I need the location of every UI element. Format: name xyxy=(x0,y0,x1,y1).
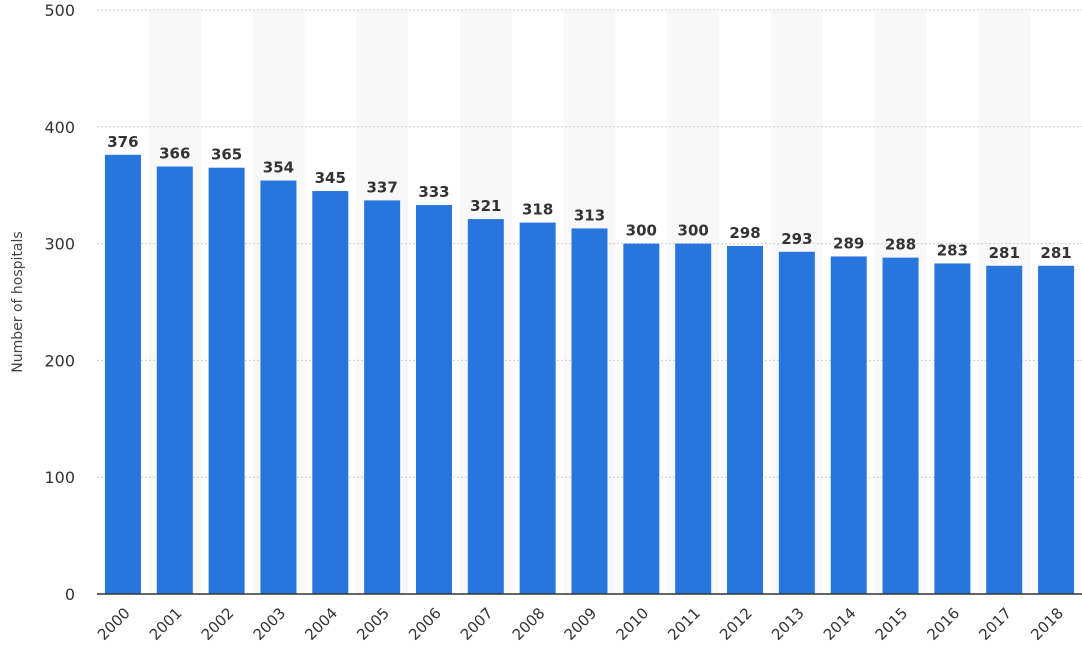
x-axis-ticks: 2000 2001 2002 2003 2004 2005 2006 2007 2008 2009… xyxy=(94,604,1067,644)
bar-2003[interactable] xyxy=(260,180,297,594)
data-label-2017: 281 xyxy=(989,244,1020,262)
x-tick-label-2011: 2011 xyxy=(664,604,704,644)
bar-2010[interactable] xyxy=(623,243,660,594)
y-tick-label-0: 0 xyxy=(65,585,75,604)
bar-2008[interactable] xyxy=(519,222,556,595)
bar-2014[interactable] xyxy=(830,256,867,594)
bar-2001[interactable] xyxy=(156,166,193,594)
x-tick-label-2003: 2003 xyxy=(250,604,290,644)
bar-2013[interactable] xyxy=(778,251,815,594)
x-tick-label-2000: 2000 xyxy=(94,604,134,644)
data-label-2013: 293 xyxy=(781,230,812,248)
x-tick-label-2018: 2018 xyxy=(1027,604,1067,644)
x-tick-label-2010: 2010 xyxy=(612,604,652,644)
data-label-2018: 281 xyxy=(1040,244,1071,262)
data-label-2015: 288 xyxy=(885,236,916,254)
x-tick-label-2012: 2012 xyxy=(716,604,756,644)
data-label-2002: 365 xyxy=(211,146,242,164)
x-tick-label-2017: 2017 xyxy=(975,604,1015,644)
x-tick-label-2014: 2014 xyxy=(820,604,860,644)
data-label-2000: 376 xyxy=(107,133,138,151)
x-tick-label-2015: 2015 xyxy=(872,604,912,644)
data-label-2005: 337 xyxy=(366,178,397,196)
bar-2002[interactable] xyxy=(208,167,245,594)
x-tick-label-2005: 2005 xyxy=(353,604,393,644)
data-label-2009: 313 xyxy=(574,206,605,224)
bar-2016[interactable] xyxy=(934,263,971,594)
bar-2018[interactable] xyxy=(1038,265,1075,594)
y-tick-label-500: 500 xyxy=(44,1,75,20)
data-label-2010: 300 xyxy=(626,222,657,240)
x-tick-label-2016: 2016 xyxy=(923,604,963,644)
x-tick-label-2009: 2009 xyxy=(561,604,601,644)
data-labels: 376 366 365 354 345 337 333 321 318 313 300 300 298 2… xyxy=(107,133,1071,262)
x-tick-label-2002: 2002 xyxy=(198,604,238,644)
y-tick-label-300: 300 xyxy=(44,235,75,254)
bar-2000[interactable] xyxy=(104,154,141,594)
bars xyxy=(104,154,1075,595)
bar-2012[interactable] xyxy=(727,245,764,594)
data-label-2008: 318 xyxy=(522,201,553,219)
bar-2004[interactable] xyxy=(312,191,349,595)
x-tick-label-2013: 2013 xyxy=(768,604,808,644)
x-tick-label-2007: 2007 xyxy=(457,604,497,644)
bar-2017[interactable] xyxy=(986,265,1023,594)
bar-2015[interactable] xyxy=(882,257,919,594)
bar-2007[interactable] xyxy=(467,219,504,594)
data-label-2006: 333 xyxy=(418,183,449,201)
y-axis-ticks: 0 100 200 300 400 500 xyxy=(44,1,75,604)
x-tick-label-2008: 2008 xyxy=(509,604,549,644)
data-label-2003: 354 xyxy=(263,159,294,177)
data-label-2001: 366 xyxy=(159,145,190,163)
x-tick-label-2006: 2006 xyxy=(405,604,445,644)
bar-2009[interactable] xyxy=(571,228,608,594)
x-tick-label-2001: 2001 xyxy=(146,604,186,644)
data-label-2004: 345 xyxy=(315,169,346,187)
data-label-2014: 289 xyxy=(833,234,864,252)
data-label-2016: 283 xyxy=(937,241,968,259)
y-tick-label-100: 100 xyxy=(44,468,75,487)
y-tick-label-400: 400 xyxy=(44,118,75,137)
x-tick-label-2004: 2004 xyxy=(301,604,341,644)
bar-2006[interactable] xyxy=(415,205,452,594)
bar-2005[interactable] xyxy=(364,200,401,594)
data-label-2012: 298 xyxy=(729,224,760,242)
data-label-2007: 321 xyxy=(470,197,501,215)
y-axis-title: Number of hospitals xyxy=(10,231,26,372)
bar-2011[interactable] xyxy=(675,243,712,594)
y-tick-label-200: 200 xyxy=(44,351,75,370)
data-label-2011: 300 xyxy=(678,222,709,240)
